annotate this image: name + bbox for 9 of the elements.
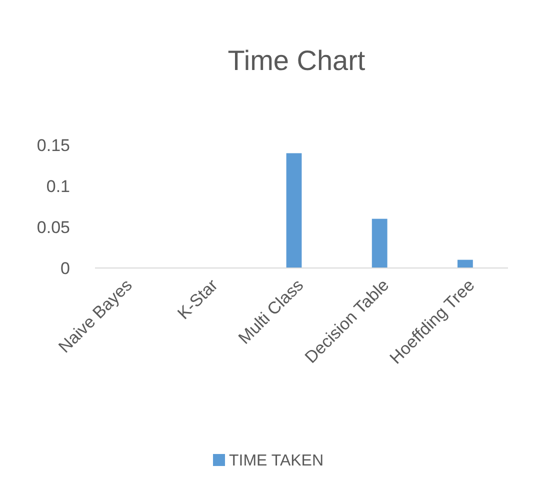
chart-title: Time Chart (228, 45, 366, 76)
y-tick-label: 0.15 (36, 136, 70, 155)
bar (372, 218, 388, 268)
bar (286, 153, 302, 268)
y-tick-label: 0.1 (46, 176, 70, 196)
legend-label: TIME TAKEN (229, 452, 324, 470)
bar (457, 260, 473, 268)
y-tick-label: 0.05 (36, 218, 70, 237)
y-tick-label: 0 (60, 258, 70, 278)
